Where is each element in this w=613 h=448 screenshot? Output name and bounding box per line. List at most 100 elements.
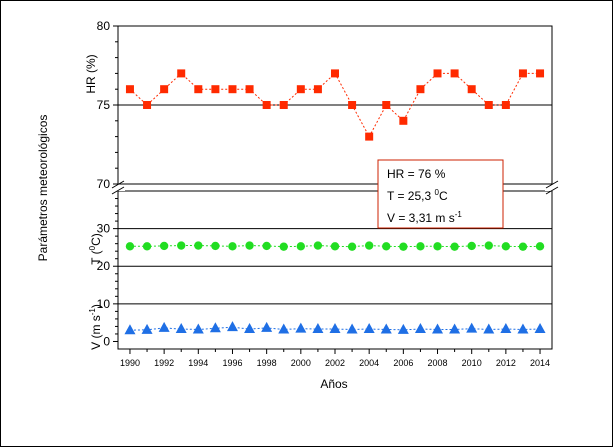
t-point-1997	[245, 241, 254, 250]
hr-y-tick-label: 75	[97, 98, 111, 112]
hr-point-2008	[433, 69, 442, 78]
hr-point-1998	[262, 101, 271, 109]
hr-series	[125, 69, 545, 141]
v-point-2001	[312, 323, 324, 334]
v-y-axis-title: V (m s-1)	[88, 304, 103, 350]
lower-y-tick-label: 30	[97, 222, 111, 236]
annotation-t: T = 25,3 0C	[387, 188, 448, 203]
t-y-axis-title: T (0C)	[88, 233, 103, 265]
t-point-1991	[142, 242, 152, 251]
main-y-axis-title: Parámetros meteorológicos	[36, 115, 50, 262]
lower-y-tick-label: 0	[103, 334, 110, 348]
annotation-box	[377, 159, 504, 229]
hr-point-2004	[365, 132, 374, 141]
v-point-2004	[363, 323, 375, 334]
hr-point-1991	[143, 101, 152, 109]
hr-point-2014	[536, 69, 545, 78]
hr-point-1997	[245, 85, 254, 94]
hr-y-axis-title: HR (%)	[84, 54, 98, 93]
hr-y-tick-label: 70	[97, 177, 111, 191]
hr-point-2001	[313, 85, 322, 94]
x-tick-label: 2012	[496, 358, 516, 368]
t-point-2014	[535, 242, 545, 251]
hr-point-2005	[382, 101, 391, 109]
v-point-2014	[534, 323, 546, 334]
t-point-1999	[279, 242, 288, 251]
hr-point-2012	[501, 101, 510, 109]
hr-point-1993	[177, 69, 186, 78]
x-tick-label: 1998	[257, 358, 277, 368]
hr-point-2003	[348, 101, 357, 109]
t-point-2003	[347, 242, 357, 251]
hr-point-1994	[194, 85, 203, 94]
v-point-2005	[380, 323, 392, 334]
hr-point-2000	[296, 85, 305, 94]
hr-point-2002	[331, 69, 339, 78]
v-point-2013	[517, 323, 529, 334]
t-point-2011	[484, 241, 493, 250]
x-tick-label: 2010	[462, 358, 482, 368]
t-point-2008	[433, 242, 442, 251]
x-tick-label: 1992	[154, 358, 174, 368]
hr-point-2009	[450, 69, 459, 78]
v-point-2003	[346, 323, 358, 334]
v-point-2008	[432, 323, 444, 334]
t-point-1992	[159, 241, 169, 251]
v-point-2007	[414, 323, 426, 334]
v-point-1995	[209, 322, 221, 333]
v-point-1998	[261, 321, 273, 332]
t-point-2002	[330, 242, 340, 251]
x-tick-label: 2006	[393, 358, 413, 368]
t-point-2012	[501, 242, 511, 251]
hr-y-tick-label: 80	[97, 19, 111, 33]
v-point-2009	[449, 323, 461, 334]
v-point-2006	[397, 323, 409, 334]
t-point-2009	[450, 242, 459, 251]
lower-y-tick-label: 20	[97, 259, 111, 273]
v-point-2000	[295, 322, 307, 333]
v-point-2002	[329, 323, 341, 334]
t-point-2004	[364, 241, 374, 250]
x-tick-label: 2004	[359, 358, 379, 368]
hr-point-2011	[484, 101, 493, 109]
x-tick-label: 1994	[188, 358, 208, 368]
hr-point-1995	[211, 85, 220, 94]
hr-point-1996	[228, 85, 237, 94]
x-tick-label: 2000	[291, 358, 311, 368]
v-point-1996	[226, 321, 238, 332]
annotation-v: V = 3,31 m s-1	[387, 210, 462, 225]
t-point-2007	[416, 242, 425, 251]
hr-point-2010	[467, 85, 476, 94]
hr-point-2013	[518, 69, 527, 78]
t-point-1995	[211, 241, 220, 251]
x-tick-label: 1990	[120, 358, 140, 368]
v-point-1992	[158, 321, 170, 332]
x-tick-label: 1996	[222, 358, 242, 368]
lower-y-tick-label: 10	[97, 297, 111, 311]
axis-break-gap-right	[545, 184, 559, 191]
x-tick-label: 2014	[530, 358, 550, 368]
hr-point-2006	[399, 116, 408, 125]
t-point-1993	[177, 241, 186, 250]
hr-point-1990	[125, 85, 134, 94]
t-point-2006	[399, 242, 408, 251]
t-point-2001	[313, 241, 323, 250]
v-point-1997	[244, 323, 256, 334]
axis-break-gap-left	[111, 184, 125, 191]
t-point-1998	[262, 241, 271, 251]
x-axis-title: Años	[320, 377, 347, 391]
t-point-1990	[125, 242, 135, 251]
v-point-2010	[466, 322, 478, 333]
t-point-1994	[194, 241, 203, 250]
hr-point-1992	[160, 85, 169, 94]
v-point-1994	[192, 323, 204, 334]
t-point-2010	[467, 241, 476, 251]
v-point-1993	[175, 323, 187, 334]
t-point-2000	[296, 242, 306, 251]
annotation-hr: HR = 76 %	[387, 167, 446, 181]
summary-annotation: HR = 76 % T = 25,3 0C V = 3,31 m s-1	[377, 159, 504, 229]
v-point-2011	[483, 323, 495, 334]
t-point-1996	[228, 242, 237, 251]
